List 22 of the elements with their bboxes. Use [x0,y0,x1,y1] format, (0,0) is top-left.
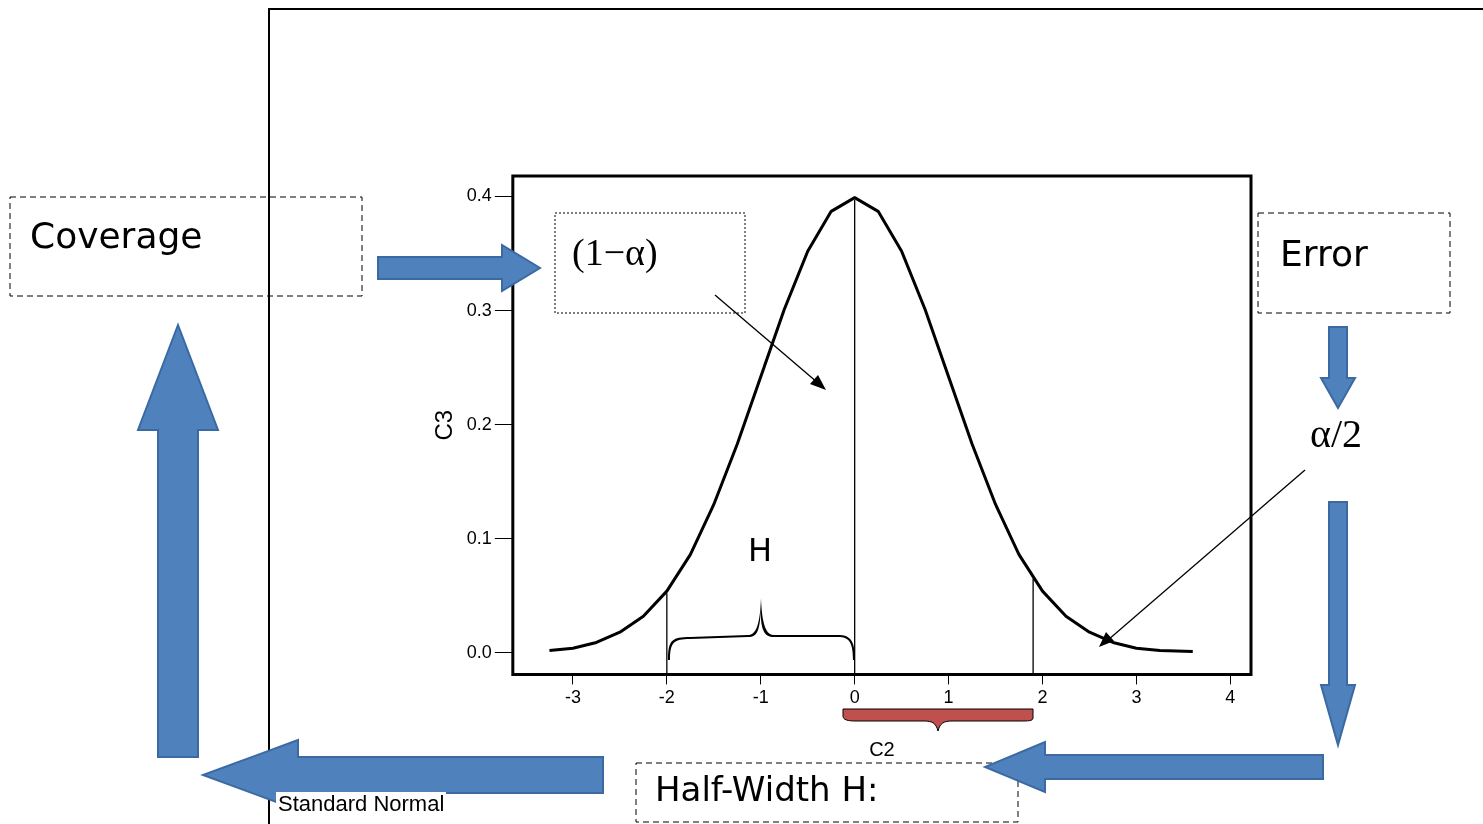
text: Coverage [30,215,203,256]
x-tick-label: 2 [1037,687,1048,708]
y-axis-title: C3 [430,409,458,441]
x-tick-label: 0 [849,687,860,708]
y-tick-label: 0.1 [466,527,492,548]
annotation: H [748,531,773,569]
x-tick-label: 1 [943,687,954,708]
text: Half-Width H: [655,769,879,809]
y-tick-label: 0.2 [466,413,492,434]
x-tick-label: -2 [658,687,675,708]
text: Standard Normal [276,791,447,817]
y-tick-label: 0.3 [466,299,492,320]
x-tick-label: -1 [752,687,769,708]
x-tick-label: 4 [1225,687,1236,708]
y-tick-label: 0.4 [466,185,492,206]
annotation: (1−α) [572,231,658,274]
y-tick-label: 0.0 [466,641,492,662]
text: Error [1280,233,1368,274]
text: α/2 [1310,411,1363,456]
x-tick-label: -3 [564,687,581,708]
x-tick-label: 3 [1131,687,1142,708]
x-axis-title: C2 [869,737,895,760]
